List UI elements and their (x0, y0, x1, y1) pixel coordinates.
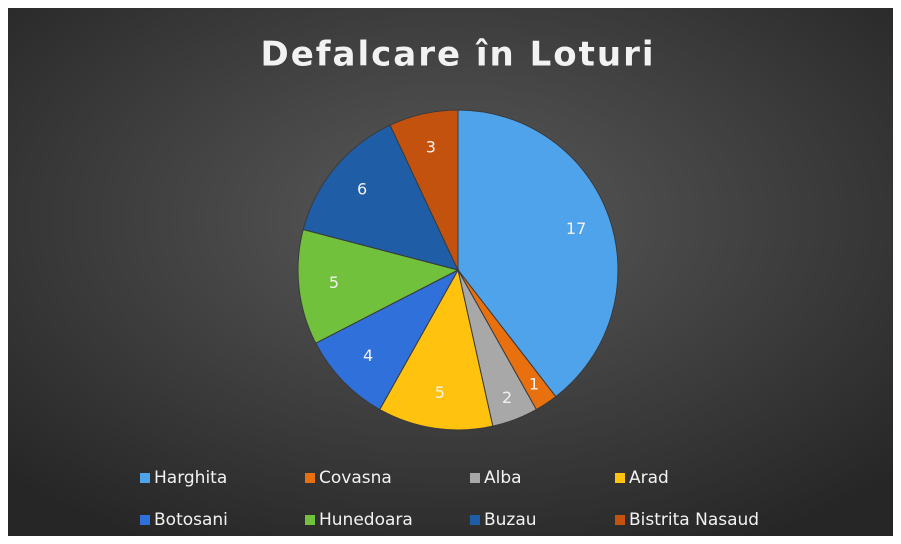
pie-slice (315, 268, 460, 411)
legend-marker (305, 473, 315, 483)
legend-label: Alba (484, 468, 522, 488)
legend-label: Botosani (154, 510, 228, 530)
pie-slice (302, 124, 459, 271)
legend-label: Arad (629, 468, 669, 488)
legend-label: Covasna (319, 468, 392, 488)
pie-slice (379, 268, 494, 431)
pie-slice (457, 109, 619, 398)
legend-marker (615, 515, 625, 525)
data-label: 6 (357, 180, 367, 199)
data-label: 1 (529, 374, 539, 393)
legend-marker (470, 473, 480, 483)
chart-title: Defalcare în Loturi (260, 35, 655, 75)
data-label: 17 (566, 219, 586, 238)
legend-marker (615, 473, 625, 483)
data-label: 3 (426, 138, 436, 157)
legend-label: Bistrita Nasaud (629, 510, 759, 530)
legend-marker (305, 515, 315, 525)
pie-slice (297, 228, 460, 344)
data-label: 2 (502, 388, 512, 407)
legend-label: Buzau (484, 510, 537, 530)
legend-marker (140, 515, 150, 525)
legend-label: Hunedoara (319, 510, 413, 530)
legend-marker (140, 473, 150, 483)
data-label: 5 (435, 383, 445, 402)
data-label: 5 (329, 273, 339, 292)
data-label: 4 (363, 346, 373, 365)
pie-slice (389, 109, 459, 271)
legend-marker (470, 515, 480, 525)
legend-label: Harghita (154, 468, 227, 488)
